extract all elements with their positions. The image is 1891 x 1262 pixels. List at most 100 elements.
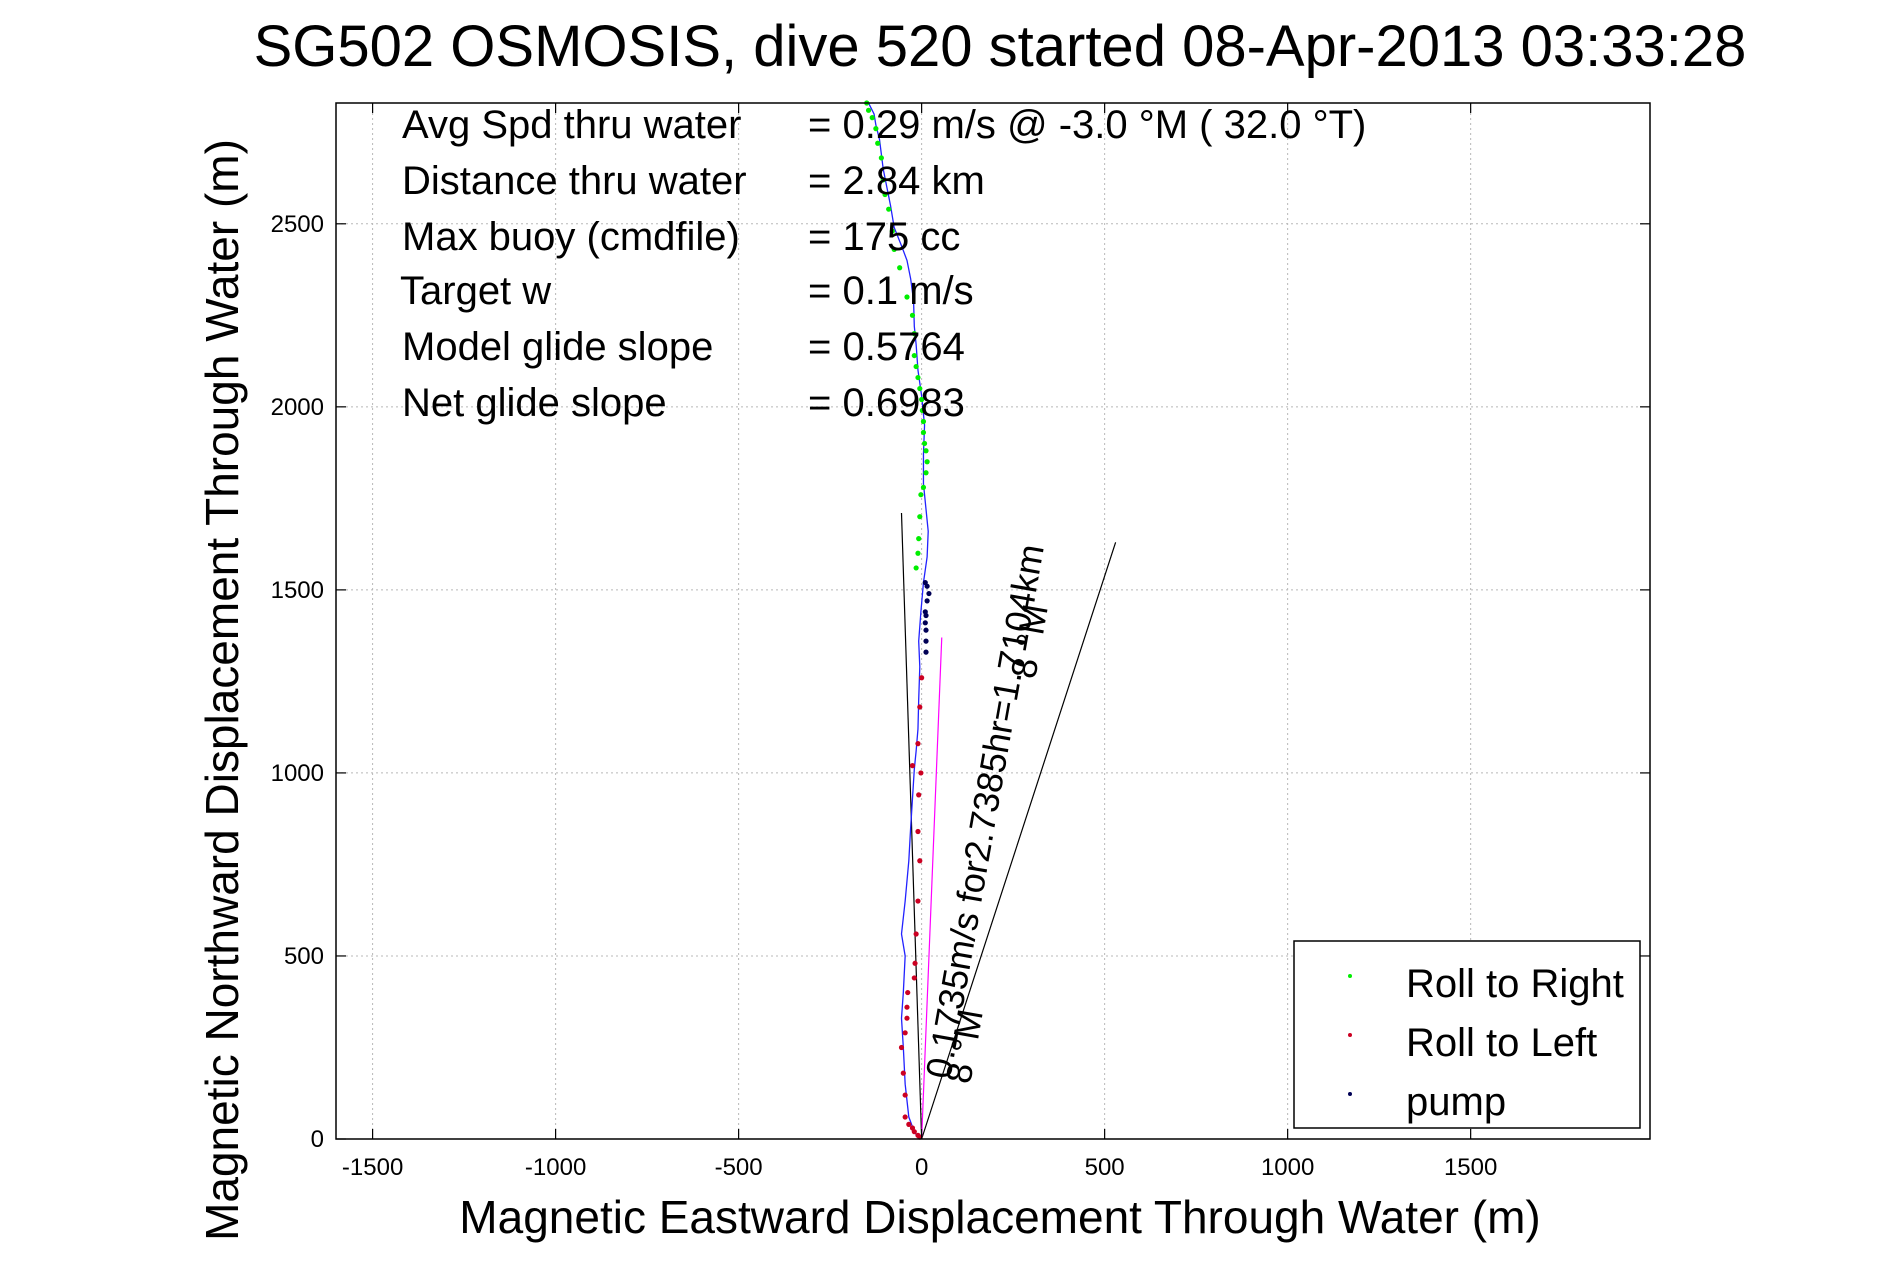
reference-line	[921, 542, 1117, 1140]
point-roll-to-right	[919, 407, 925, 414]
point-roll-to-right	[919, 396, 925, 403]
info-value-4: = 0.5764	[808, 325, 965, 369]
point-roll-to-right	[882, 191, 888, 198]
legend-marker-pump	[1348, 1092, 1352, 1096]
point-roll-to-right	[913, 565, 919, 571]
info-panel: Avg Spd thru water = 0.29 m/s @ -3.0 °M …	[400, 103, 1366, 425]
x-tick-label: -1000	[525, 1154, 586, 1181]
y-tick-label: 1500	[271, 577, 324, 604]
x-tick-label: 0	[915, 1154, 928, 1181]
point-roll-to-left	[917, 858, 923, 864]
info-value-5: = 0.6983	[808, 381, 965, 425]
info-label-1: Distance thru water	[402, 159, 747, 203]
x-tick-label: 1000	[1261, 1154, 1314, 1181]
point-roll-to-right	[913, 363, 919, 370]
point-roll-to-left	[905, 989, 911, 996]
x-axis-label: Magnetic Eastward Displacement Through W…	[459, 1191, 1540, 1243]
y-axis-ticks: 0 500 1000 1500 2000 2500	[271, 211, 1650, 1153]
point-roll-to-left	[909, 1125, 916, 1131]
point-roll-to-left	[913, 931, 919, 937]
point-roll-to-right	[918, 492, 924, 498]
point-roll-to-left	[898, 1044, 905, 1051]
point-roll-to-right	[904, 294, 910, 300]
legend-label-pump: pump	[1406, 1080, 1506, 1124]
point-roll-to-right	[886, 206, 892, 212]
point-roll-to-left	[915, 741, 921, 747]
point-roll-to-right	[869, 115, 875, 121]
reference-lines	[900, 512, 1117, 1140]
legend-label-roll-right: Roll to Right	[1406, 962, 1624, 1006]
legend-label-roll-left: Roll to Left	[1406, 1021, 1597, 1065]
plot-area: -1500 -1000 -500 0 500 1000 1500 0 500 1000 1500 2…	[271, 100, 1651, 1181]
point-roll-to-left	[904, 1004, 910, 1010]
point-roll-to-left	[906, 1121, 912, 1127]
point-roll-to-right	[920, 418, 927, 425]
point-roll-to-left	[911, 975, 917, 981]
point-pump	[922, 579, 928, 586]
point-roll-to-left	[912, 960, 918, 966]
legend: Roll to Right Roll to Left pump	[1293, 940, 1641, 1129]
point-roll-to-right	[915, 374, 921, 381]
point-roll-to-left	[915, 898, 921, 904]
point-roll-to-right	[865, 107, 872, 113]
point-roll-to-right	[920, 429, 927, 436]
y-tick-label: 500	[284, 943, 324, 970]
point-pump	[923, 627, 929, 633]
point-roll-to-right	[911, 352, 917, 359]
point-roll-to-right	[875, 140, 881, 146]
point-pump	[926, 590, 932, 597]
info-value-0: = 0.29 m/s @ -3.0 °M ( 32.0 °T)	[808, 103, 1366, 147]
point-roll-to-right	[917, 385, 923, 392]
point-roll-to-left	[900, 1070, 906, 1076]
y-tick-label: 2500	[271, 211, 324, 238]
point-roll-to-right	[915, 550, 921, 556]
x-tick-label: -500	[715, 1154, 763, 1181]
point-pump	[922, 620, 928, 626]
info-label-0: Avg Spd thru water	[402, 103, 741, 147]
y-tick-label: 1000	[271, 760, 324, 787]
x-tick-label: -1500	[342, 1154, 403, 1181]
info-value-1: = 2.84 km	[808, 159, 985, 203]
point-roll-to-right	[924, 459, 930, 465]
info-label-4: Model glide slope	[402, 325, 713, 369]
point-roll-to-left	[904, 1015, 910, 1021]
point-roll-to-right	[911, 331, 917, 337]
point-pump	[922, 609, 928, 615]
point-roll-to-left	[916, 792, 922, 798]
point-roll-to-right	[923, 470, 929, 476]
point-roll-to-right	[917, 514, 923, 520]
point-roll-to-right	[923, 448, 929, 454]
legend-marker-roll-left	[1348, 1033, 1352, 1037]
point-roll-to-right	[897, 265, 903, 271]
point-roll-to-left	[918, 770, 924, 776]
point-roll-to-left	[902, 1114, 908, 1120]
point-roll-to-right	[921, 440, 928, 447]
point-pump	[923, 638, 929, 644]
info-label-3: Target w	[400, 269, 551, 313]
x-tick-label: 500	[1085, 1154, 1125, 1181]
point-roll-to-right	[873, 126, 879, 132]
legend-marker-roll-right	[1348, 974, 1352, 978]
point-roll-to-left	[902, 1092, 908, 1098]
point-roll-to-left	[917, 704, 923, 710]
point-roll-to-right	[880, 177, 886, 183]
point-roll-to-right	[916, 536, 922, 542]
reference-line	[900, 512, 923, 1140]
point-roll-to-right	[891, 246, 897, 253]
x-tick-label: 1500	[1444, 1154, 1497, 1181]
data-points	[864, 100, 932, 1140]
y-tick-label: 2000	[271, 394, 324, 421]
point-roll-to-left	[915, 1132, 921, 1138]
point-roll-to-left	[915, 828, 921, 835]
x-axis-ticks: -1500 -1000 -500 0 500 1000 1500	[342, 103, 1497, 1181]
chart-title: SG502 OSMOSIS, dive 520 started 08-Apr-2…	[254, 14, 1747, 79]
point-roll-to-right	[909, 312, 916, 318]
reference-line	[921, 637, 943, 1140]
point-roll-to-right	[878, 155, 884, 161]
plot-frame	[335, 102, 1651, 1140]
point-pump	[923, 649, 929, 655]
point-roll-to-left	[909, 763, 916, 769]
info-value-2: = 175 cc	[808, 215, 960, 259]
info-label-5: Net glide slope	[402, 381, 667, 425]
